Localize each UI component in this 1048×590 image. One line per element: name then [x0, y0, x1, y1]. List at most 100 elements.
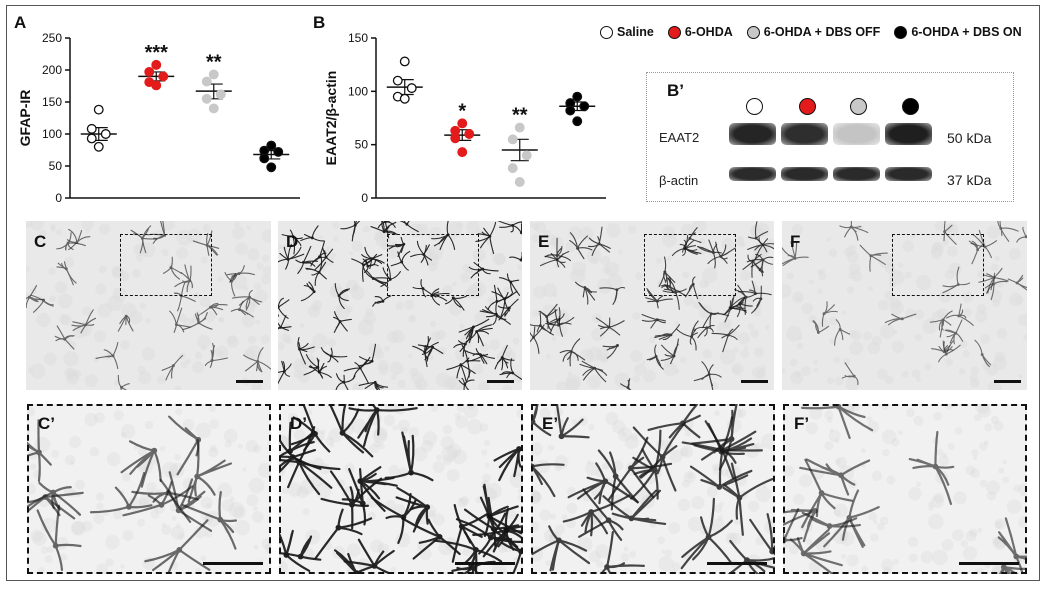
astrocyte [658, 256, 676, 290]
tissue-speckle [491, 563, 507, 574]
astrocyte-soma [705, 534, 712, 541]
astrocyte-soma [463, 383, 467, 386]
astrocyte [812, 320, 830, 334]
astrocyte-process [370, 496, 405, 519]
astrocyte-process [279, 455, 294, 459]
astrocyte [693, 361, 722, 390]
astrocyte-process [707, 497, 715, 539]
astrocyte-soma [488, 234, 492, 238]
inset-frame-e [531, 404, 775, 574]
astrocyte-soma [197, 321, 201, 325]
tissue-speckle [384, 345, 390, 352]
tissue-speckle [982, 362, 991, 371]
y-tick-label: 100 [42, 127, 62, 141]
astrocyte [281, 229, 303, 255]
tissue-speckle [1018, 515, 1027, 529]
astrocyte [559, 338, 586, 367]
tissue-speckle [962, 350, 970, 358]
tissue-speckle [737, 235, 744, 242]
blot-bands [729, 121, 943, 191]
tissue-speckle [105, 558, 114, 567]
astrocyte [278, 243, 305, 270]
astrocyte [799, 458, 871, 496]
tissue-speckle [870, 533, 879, 542]
astrocyte-process [298, 426, 316, 464]
tissue-speckle [612, 420, 626, 434]
astrocyte-soma [370, 359, 374, 363]
micrograph-label-d: D [286, 232, 299, 251]
tissue-speckle [378, 364, 389, 375]
data-point [521, 150, 532, 161]
tissue-speckle [228, 501, 245, 518]
tissue-speckle [649, 336, 656, 344]
scale-bar-f [994, 380, 1021, 383]
tissue-speckle [430, 331, 442, 342]
tissue-speckle [411, 371, 424, 384]
data-point [273, 146, 284, 157]
tissue-speckle [200, 256, 208, 264]
tissue-speckle [716, 321, 731, 336]
astrocyte-soma [317, 370, 321, 374]
astrocyte-soma [495, 299, 499, 303]
western-blot-panel: B’ EAAT2 β-actin 50 kDa 37 kDa [646, 72, 1014, 202]
astrocyte-process [584, 286, 589, 305]
astrocyte-soma [459, 363, 463, 367]
tissue-speckle [684, 429, 692, 437]
inset-region-c [120, 234, 212, 296]
astrocyte-soma [976, 248, 980, 252]
tissue-speckle [44, 555, 53, 564]
astrocyte-soma [1013, 553, 1020, 560]
y-tick-label: 250 [42, 31, 62, 45]
tissue-speckle [75, 479, 85, 490]
astrocyte-process [422, 288, 437, 298]
panel-label-a: A [14, 13, 27, 32]
tissue-speckle [848, 263, 861, 275]
tissue-speckle [974, 404, 991, 414]
tissue-speckle [905, 408, 915, 418]
astrocyte-soma [66, 241, 70, 245]
tissue-speckle [828, 248, 838, 258]
tissue-speckle [762, 483, 767, 488]
tissue-speckle [193, 525, 207, 539]
astrocyte [390, 250, 411, 271]
tissue-speckle [818, 272, 827, 281]
scale-bar-d [487, 380, 514, 383]
tissue-speckle [369, 443, 380, 454]
astrocyte-process [558, 318, 563, 337]
astrocyte-soma [605, 517, 612, 524]
tissue-speckle [57, 293, 73, 309]
significance-marker: * [458, 100, 466, 122]
tissue-speckle [243, 285, 249, 291]
astrocyte-process [329, 470, 354, 506]
astrocyte [968, 229, 998, 259]
astrocyte [243, 347, 271, 373]
tissue-speckle [227, 335, 237, 345]
astrocyte-soma [688, 236, 692, 240]
astrocyte [279, 421, 316, 460]
astrocyte-soma [358, 366, 362, 370]
legend-item-6ohda: 6-OHDA [667, 25, 733, 39]
astrocyte [691, 404, 738, 471]
astrocyte-soma [691, 282, 695, 286]
astrocyte [455, 512, 523, 555]
tissue-speckle [531, 521, 540, 532]
astrocyte-soma [338, 320, 342, 323]
astrocyte-process [470, 268, 484, 279]
y-axis-title: EAAT2/β-actin [323, 71, 339, 166]
tissue-speckle [968, 528, 978, 538]
tissue-speckle [868, 512, 878, 521]
astrocyte-process [489, 221, 497, 237]
tissue-speckle [428, 355, 434, 361]
astrocyte [314, 247, 334, 271]
tissue-speckle [302, 508, 310, 516]
tissue-speckle [662, 225, 676, 239]
tissue-speckle [120, 340, 130, 350]
inset-micrograph-d [279, 404, 523, 574]
astrocyte-process [354, 221, 361, 226]
micrograph-texture [530, 221, 774, 390]
data-point [392, 75, 403, 86]
astrocyte-soma [431, 345, 435, 349]
tissue-speckle [848, 272, 855, 280]
tissue-speckle [915, 376, 922, 382]
astrocyte-process [738, 477, 774, 499]
